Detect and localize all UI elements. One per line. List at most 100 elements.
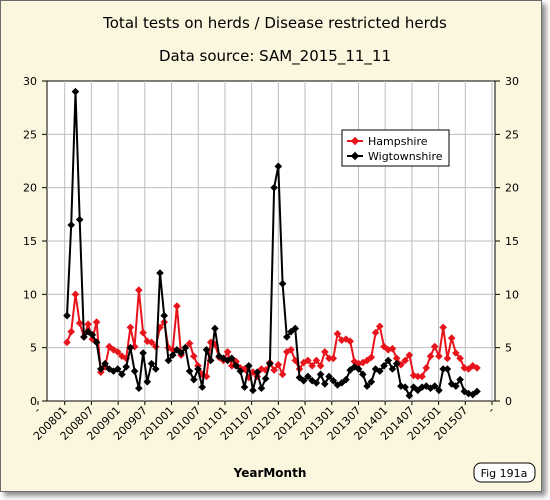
data-point-hampshire bbox=[291, 356, 300, 365]
data-point-hampshire bbox=[359, 358, 367, 367]
y-tick-label: 15 bbox=[23, 235, 37, 248]
data-point-wigtownshire bbox=[88, 331, 97, 339]
data-point-hampshire bbox=[312, 356, 321, 365]
data-point-hampshire bbox=[126, 323, 135, 332]
data-point-hampshire bbox=[464, 365, 473, 373]
data-point-wigtownshire bbox=[202, 346, 211, 354]
y-tick-label-right: 5 bbox=[505, 342, 512, 355]
data-point-wigtownshire bbox=[312, 379, 321, 387]
data-point-hampshire bbox=[354, 359, 363, 368]
data-point-wigtownshire bbox=[274, 162, 283, 171]
data-point-wigtownshire bbox=[156, 269, 164, 277]
data-point-wigtownshire bbox=[346, 366, 354, 374]
chart-subtitle: Data source: SAM_2015_11_11 bbox=[159, 47, 391, 66]
data-point-hampshire bbox=[473, 364, 481, 372]
data-point-wigtownshire bbox=[473, 387, 481, 396]
data-point-wigtownshire bbox=[329, 376, 338, 385]
y-tick-label-right: 20 bbox=[505, 182, 519, 195]
data-point-wigtownshire bbox=[181, 343, 190, 352]
y-tick-label-right: 0 bbox=[505, 395, 512, 408]
data-point-wigtownshire bbox=[316, 370, 325, 379]
data-point-wigtownshire bbox=[101, 359, 109, 368]
data-point-wigtownshire bbox=[190, 375, 198, 384]
data-point-hampshire bbox=[456, 354, 464, 363]
data-point-wigtownshire bbox=[321, 380, 329, 388]
legend-box bbox=[341, 129, 450, 167]
data-point-hampshire bbox=[414, 372, 422, 381]
data-point-wigtownshire bbox=[160, 311, 169, 320]
data-point-hampshire bbox=[422, 364, 431, 372]
y-tick-label-right: 10 bbox=[505, 288, 519, 301]
data-point-wigtownshire bbox=[456, 375, 464, 384]
data-point-wigtownshire bbox=[236, 367, 245, 375]
data-point-hampshire bbox=[122, 354, 130, 363]
data-point-wigtownshire bbox=[67, 221, 76, 229]
data-point-hampshire bbox=[135, 286, 143, 294]
fig-label-text: Fig 191a bbox=[481, 467, 528, 480]
legend-marker-wigtownshire bbox=[350, 151, 360, 161]
data-point-wigtownshire bbox=[194, 365, 202, 373]
data-point-hampshire bbox=[84, 320, 92, 328]
data-point-wigtownshire bbox=[147, 359, 156, 368]
data-point-wigtownshire bbox=[253, 368, 262, 376]
data-point-wigtownshire bbox=[363, 382, 371, 390]
data-point-hampshire bbox=[460, 364, 469, 372]
data-point-wigtownshire bbox=[75, 215, 84, 224]
data-point-wigtownshire bbox=[299, 376, 308, 385]
data-point-wigtownshire bbox=[257, 384, 266, 392]
data-point-hampshire bbox=[304, 356, 312, 365]
data-point-wigtownshire bbox=[92, 338, 101, 347]
data-point-hampshire bbox=[392, 354, 401, 363]
data-point-wigtownshire bbox=[397, 382, 405, 390]
data-point-wigtownshire bbox=[401, 383, 409, 391]
legend: Hampshire Wigtownshire bbox=[341, 129, 450, 167]
data-point-hampshire bbox=[240, 365, 249, 373]
data-point-wigtownshire bbox=[223, 356, 232, 365]
data-point-wigtownshire bbox=[435, 386, 443, 395]
data-point-wigtownshire bbox=[143, 378, 152, 386]
legend-label-wigtownshire: Wigtownshire bbox=[368, 150, 443, 163]
data-point-hampshire bbox=[287, 346, 295, 354]
data-point-wigtownshire bbox=[126, 343, 135, 352]
data-point-hampshire bbox=[206, 338, 215, 347]
data-point-hampshire bbox=[249, 368, 257, 376]
data-point-hampshire bbox=[185, 339, 194, 348]
data-point-hampshire bbox=[190, 352, 198, 360]
x-axis-label: YearMonth bbox=[233, 466, 307, 480]
data-point-wigtownshire bbox=[430, 382, 439, 390]
data-point-wigtownshire bbox=[139, 349, 147, 357]
data-point-hampshire bbox=[316, 362, 325, 370]
data-point-wigtownshire bbox=[266, 359, 274, 368]
data-point-hampshire bbox=[173, 302, 181, 310]
data-point-wigtownshire bbox=[342, 375, 350, 384]
data-point-wigtownshire bbox=[380, 362, 388, 370]
data-point-wigtownshire bbox=[164, 356, 173, 365]
fig-label: Fig 191a bbox=[473, 462, 536, 483]
y-tick-label: 20 bbox=[23, 182, 37, 195]
data-point-hampshire bbox=[452, 349, 460, 357]
series-layer bbox=[63, 87, 481, 400]
legend-marker-hampshire bbox=[350, 136, 360, 146]
data-point-hampshire bbox=[109, 346, 118, 354]
x-tick-label: - bbox=[31, 404, 43, 416]
data-point-hampshire bbox=[139, 328, 147, 337]
data-point-hampshire bbox=[371, 328, 380, 337]
data-point-hampshire bbox=[270, 366, 278, 374]
legend-label-hampshire: Hampshire bbox=[368, 135, 428, 148]
data-point-hampshire bbox=[363, 356, 371, 365]
y-tick-label: 25 bbox=[23, 128, 37, 141]
data-point-hampshire bbox=[375, 322, 384, 331]
data-point-hampshire bbox=[63, 338, 71, 347]
data-point-hampshire bbox=[401, 356, 409, 365]
data-point-wigtownshire bbox=[452, 382, 460, 390]
data-point-wigtownshire bbox=[304, 372, 312, 381]
data-point-wigtownshire bbox=[354, 365, 363, 373]
data-point-hampshire bbox=[71, 290, 80, 299]
fig-label-box bbox=[473, 462, 536, 483]
data-point-hampshire bbox=[223, 348, 232, 356]
data-point-wigtownshire bbox=[151, 365, 160, 373]
data-point-hampshire bbox=[261, 366, 270, 374]
chart-svg: Total tests on herds / Disease restricte… bbox=[23, 14, 536, 483]
data-point-hampshire bbox=[143, 337, 152, 346]
data-point-wigtownshire bbox=[97, 365, 105, 373]
